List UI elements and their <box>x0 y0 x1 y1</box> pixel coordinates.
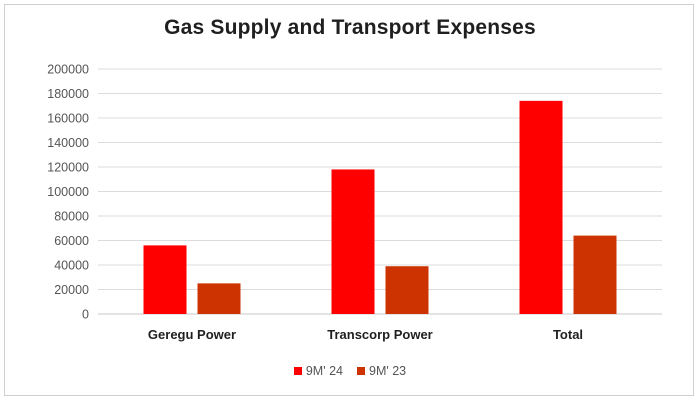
y-tick-label: 200000 <box>47 63 89 77</box>
legend-item-series-0: 9M' 24 <box>293 364 343 378</box>
y-tick-label: 20000 <box>54 283 89 297</box>
y-tick-label: 80000 <box>54 210 89 224</box>
y-tick-label: 180000 <box>47 87 89 101</box>
chart-title: Gas Supply and Transport Expenses <box>164 16 536 39</box>
y-tick-label: 100000 <box>47 185 89 199</box>
x-tick-label: Geregu Power <box>148 327 236 342</box>
chart-legend: 9M' 24 9M' 23 <box>0 364 700 378</box>
legend-label-series-1: 9M' 23 <box>369 364 407 378</box>
legend-swatch-series-0 <box>293 367 302 375</box>
y-tick-label: 140000 <box>47 136 89 150</box>
bar-series-0-0 <box>143 245 187 314</box>
bar-series-1-2 <box>573 235 617 314</box>
bar-series-0-2 <box>519 100 563 314</box>
legend-item-series-1: 9M' 23 <box>357 364 406 378</box>
bar-series-1-0 <box>197 283 241 314</box>
y-tick-label: 160000 <box>47 112 89 126</box>
y-tick-label: 0 <box>82 308 89 322</box>
x-tick-label: Transcorp Power <box>327 327 432 342</box>
bar-series-1-1 <box>385 266 429 314</box>
y-tick-label: 60000 <box>54 234 89 248</box>
legend-label-series-0: 9M' 24 <box>305 364 343 378</box>
x-tick-label: Total <box>553 327 583 342</box>
bar-series-0-1 <box>331 169 375 314</box>
legend-swatch-series-1 <box>357 367 365 375</box>
y-tick-label: 120000 <box>47 161 89 175</box>
y-tick-label: 40000 <box>54 259 89 273</box>
